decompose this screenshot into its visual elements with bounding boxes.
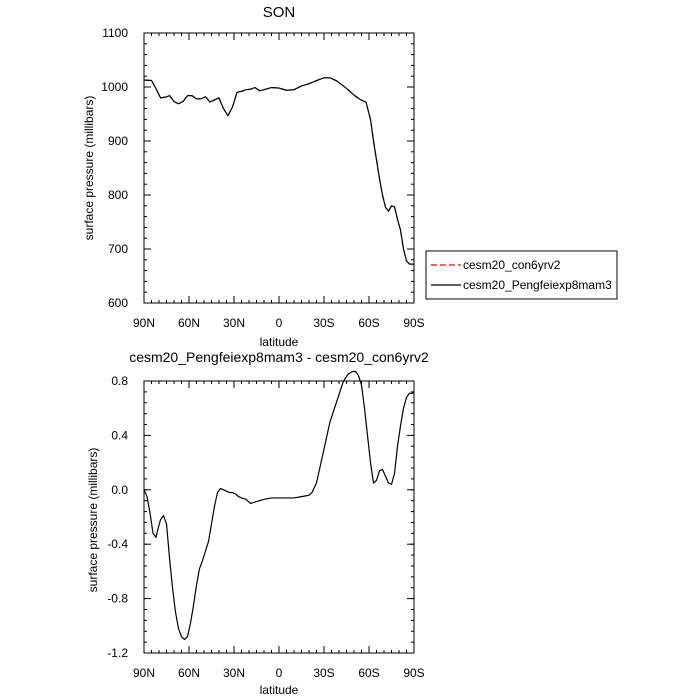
- top-series-line-0: [143, 77, 414, 265]
- legend-label-pengfeiexp8mam3: cesm20_Pengfeiexp8mam3: [463, 278, 612, 292]
- top-y-tick-label: 800: [108, 188, 128, 202]
- top-series-line-1: [143, 77, 414, 265]
- top-panel-plot: 90N 60N 30N 0 30S 60S 90S 600 700 800 900 1000 1100: [101, 26, 424, 330]
- bottom-panel-x-axis-label: latitude: [260, 683, 299, 697]
- bottom-series-line-0: [143, 370, 415, 640]
- bottom-panel-title: cesm20_Pengfeiexp8mam3 - cesm20_con6yrv2: [129, 349, 429, 365]
- bottom-x-tick-label: 60N: [178, 666, 200, 680]
- top-x-tick-label: 90N: [133, 316, 155, 330]
- bottom-y-tick-label: -0.4: [107, 537, 128, 551]
- top-x-tick-label: 90S: [403, 316, 424, 330]
- top-x-tick-label: 30S: [313, 316, 334, 330]
- top-x-tick-label: 30N: [223, 316, 245, 330]
- bottom-x-tick-label: 0: [276, 666, 283, 680]
- top-y-tick-label: 1100: [102, 26, 128, 40]
- top-x-tick-label: 60S: [358, 316, 379, 330]
- top-y-tick-label: 1000: [101, 80, 128, 94]
- top-panel-title: SON: [263, 4, 296, 21]
- bottom-y-tick-label: 0.8: [111, 374, 128, 388]
- bottom-panel-plot: 90N 60N 30N 0 30S 60S 90S -1.2 -0.8 -0.4 0.0 0.4 0.8: [107, 370, 425, 680]
- bottom-plot-frame: [143, 380, 415, 654]
- top-y-tick-label: 900: [108, 134, 128, 148]
- top-x-tick-label: 60N: [178, 316, 200, 330]
- top-plot-frame: [143, 32, 415, 304]
- bottom-y-tick-label: -1.2: [107, 646, 128, 660]
- top-panel-y-axis-label: surface pressure (millibars): [82, 96, 96, 241]
- legend-box: [425, 250, 618, 300]
- bottom-x-tick-label: 90N: [133, 666, 155, 680]
- top-panel-x-axis-label: latitude: [260, 335, 299, 349]
- top-y-tick-label: 600: [108, 296, 128, 310]
- legend: cesm20_con6yrv2 cesm20_Pengfeiexp8mam3: [425, 250, 618, 300]
- bottom-x-tick-label: 60S: [358, 666, 379, 680]
- legend-label-con6yrv2: cesm20_con6yrv2: [463, 258, 561, 272]
- bottom-panel-y-axis-label: surface pressure (millibars): [86, 448, 100, 593]
- bottom-y-tick-label: 0.4: [111, 428, 128, 442]
- bottom-x-tick-label: 30S: [313, 666, 334, 680]
- bottom-x-tick-label: 30N: [223, 666, 245, 680]
- top-y-tick-label: 700: [108, 242, 128, 256]
- bottom-y-tick-label: -0.8: [107, 592, 128, 606]
- bottom-x-tick-label: 90S: [403, 666, 424, 680]
- top-x-tick-label: 0: [276, 316, 283, 330]
- bottom-y-tick-label: 0.0: [111, 483, 128, 497]
